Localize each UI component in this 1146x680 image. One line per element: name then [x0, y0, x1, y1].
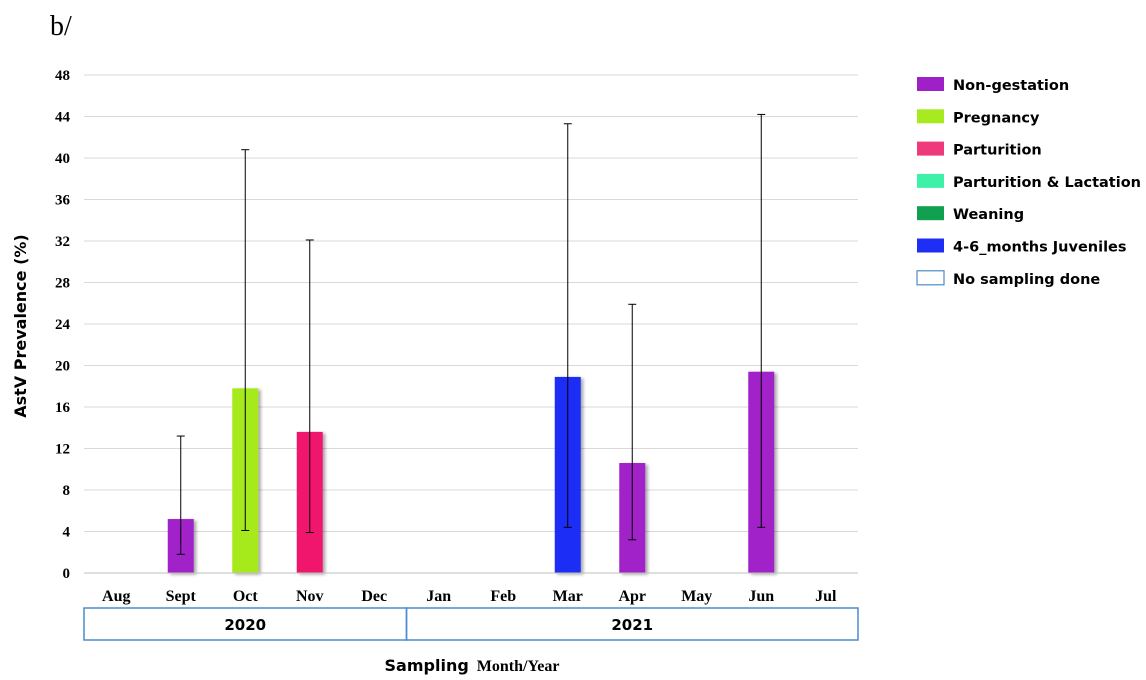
y-tick-label: 8: [63, 483, 71, 499]
panel-label: b/: [50, 11, 72, 42]
year-box: [405, 607, 859, 641]
x-tick-label: Jul: [815, 588, 837, 605]
error-bars-group: [176, 113, 766, 555]
x-tick-label: Apr: [618, 588, 646, 605]
x-tick-label: Jun: [748, 588, 774, 605]
legend-label: 4-6_months Juveniles: [953, 240, 1127, 256]
year-label: 2020: [224, 616, 266, 634]
y-tick-label: 28: [55, 276, 70, 292]
x-tick-label: Jan: [426, 588, 451, 605]
year-boxes: 2020 2021: [83, 607, 859, 641]
y-tick-label: 48: [55, 68, 70, 84]
year-label: 2021: [611, 616, 653, 634]
y-tick-label: 12: [55, 442, 70, 458]
y-tick-label: 36: [55, 193, 71, 209]
x-axis-ticks: Aug Sept Oct Nov Dec Jan Feb Mar Apr May Jun Jul: [102, 588, 837, 605]
y-tick-label: 44: [55, 110, 71, 126]
y-tick-label: 32: [55, 234, 70, 250]
x-tick-label: Dec: [361, 588, 387, 605]
x-tick-label: Sept: [166, 588, 197, 605]
legend-label: Pregnancy: [953, 110, 1040, 126]
x-axis-title-part1: Sampling: [385, 656, 469, 675]
y-tick-label: 16: [55, 400, 71, 416]
y-tick-label: 0: [63, 566, 71, 582]
grid-lines: [84, 74, 858, 532]
x-tick-label: May: [681, 588, 712, 605]
y-tick-label: 24: [55, 317, 71, 333]
x-axis-title: Sampling Month/Year: [385, 656, 560, 675]
legend-label: Parturition & Lactation: [953, 175, 1141, 191]
x-tick-label: Nov: [296, 588, 324, 605]
legend-swatch-5: [917, 238, 944, 253]
x-tick-label: Feb: [490, 588, 516, 605]
legend: Non-gestation Pregnancy Parturition Parturi…: [916, 77, 1141, 288]
legend-label: Parturition: [953, 143, 1042, 159]
legend-swatch-4: [917, 206, 944, 221]
y-tick-label: 40: [55, 151, 70, 167]
bars-group: [167, 371, 775, 573]
legend-label: Non-gestation: [953, 78, 1069, 94]
y-tick-label: 20: [55, 359, 70, 375]
x-tick-label: Aug: [102, 588, 130, 605]
legend-label: No sampling done: [953, 272, 1100, 288]
x-tick-label: Mar: [553, 588, 583, 605]
legend-swatch-6: [916, 270, 945, 286]
legend-label: Weaning: [953, 207, 1024, 223]
legend-swatch-0: [917, 77, 944, 91]
legend-swatch-1: [917, 109, 944, 124]
y-tick-label: 4: [63, 525, 71, 541]
x-axis-title-part2: Month/Year: [477, 658, 560, 675]
legend-swatch-3: [917, 173, 944, 188]
legend-swatch-2: [917, 141, 944, 156]
y-axis-title: AstV Prevalence (%): [11, 234, 30, 418]
x-tick-label: Oct: [233, 588, 259, 605]
